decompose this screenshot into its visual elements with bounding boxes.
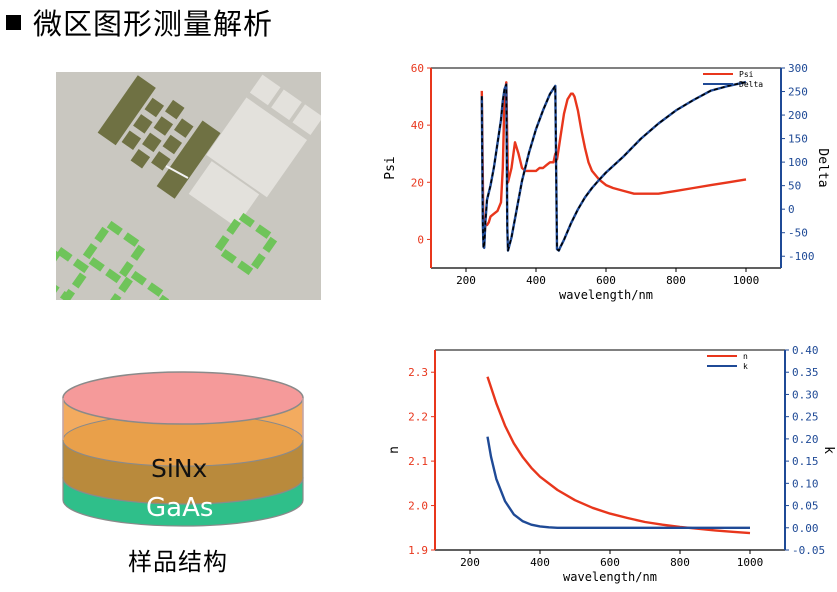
x-tick-label: 1000 <box>737 556 764 569</box>
series-line-fit <box>481 81 747 252</box>
left-tick-label: 20 <box>411 176 424 189</box>
right-axis-label: k <box>821 446 836 454</box>
right-tick-label: 0.25 <box>792 411 819 424</box>
x-tick-label: 800 <box>666 274 686 287</box>
left-tick-label: 2.2 <box>408 411 428 424</box>
x-tick-label: 400 <box>526 274 546 287</box>
x-axis-label: wavelength/nm <box>563 570 657 584</box>
left-tick-label: 1.9 <box>408 544 428 557</box>
square-bullet-icon <box>6 14 21 30</box>
legend-label: n <box>743 352 748 361</box>
left-axis-label: Psi <box>383 156 398 179</box>
right-tick-label: 150 <box>788 133 808 146</box>
right-axis-label: Delta <box>815 148 830 187</box>
right-tick-label: 200 <box>788 109 808 122</box>
right-tick-label: 0.15 <box>792 455 819 468</box>
legend-label: Delta <box>739 80 763 89</box>
x-tick-label: 600 <box>596 274 616 287</box>
left-tick-label: 60 <box>411 62 424 75</box>
right-tick-label: 0.00 <box>792 522 819 535</box>
legend-label: k <box>743 362 748 371</box>
x-axis-label: wavelength/nm <box>559 288 653 302</box>
x-tick-label: 200 <box>456 274 476 287</box>
layer-label-gaas: GaAs <box>146 493 214 523</box>
right-tick-label: 0.35 <box>792 366 819 379</box>
sample-caption: 样品结构 <box>128 548 228 576</box>
right-tick-label: 0.20 <box>792 433 819 446</box>
x-tick-label: 800 <box>670 556 690 569</box>
right-tick-label: 50 <box>788 180 801 193</box>
left-tick-label: 40 <box>411 119 424 132</box>
right-tick-label: -0.05 <box>792 544 825 557</box>
series-line-psi <box>480 81 747 244</box>
x-tick-label: 200 <box>460 556 480 569</box>
x-tick-label: 400 <box>530 556 550 569</box>
x-tick-label: 600 <box>600 556 620 569</box>
left-tick-label: 2.0 <box>408 500 428 513</box>
micrograph-image <box>56 72 321 300</box>
series-line-n <box>486 376 751 535</box>
left-tick-label: 2.1 <box>408 455 428 468</box>
right-tick-label: 250 <box>788 86 808 99</box>
right-tick-label: 0 <box>788 203 795 216</box>
right-tick-label: 0.40 <box>792 344 819 357</box>
x-tick-label: 1000 <box>733 274 760 287</box>
left-tick-label: 2.3 <box>408 366 428 379</box>
right-tick-label: 300 <box>788 62 808 75</box>
sample-structure-diagram: SiNx GaAs <box>58 368 308 540</box>
page-heading: 微区图形测量解析 <box>6 2 273 42</box>
n-k-chart: 200 400 600 800 1000 1.9 2.0 2.1 2.2 2.3 -0.05 0.00… <box>387 344 836 584</box>
left-axis-label: n <box>387 446 402 454</box>
layer-label-sinx: SiNx <box>151 454 208 483</box>
page-title: 微区图形测量解析 <box>33 7 274 41</box>
left-tick-label: 0 <box>417 233 424 246</box>
right-tick-label: 0.05 <box>792 500 819 513</box>
psi-delta-chart: 200 400 600 800 1000 0 20 40 60 -100 -50 0 50 100 150 2… <box>383 62 830 302</box>
right-tick-label: -100 <box>788 250 815 263</box>
series-line-k <box>486 436 750 530</box>
legend-label: Psi <box>739 70 754 79</box>
right-tick-label: -50 <box>788 227 808 240</box>
right-tick-label: 0.30 <box>792 388 819 401</box>
right-tick-label: 100 <box>788 156 808 169</box>
right-tick-label: 0.10 <box>792 477 819 490</box>
